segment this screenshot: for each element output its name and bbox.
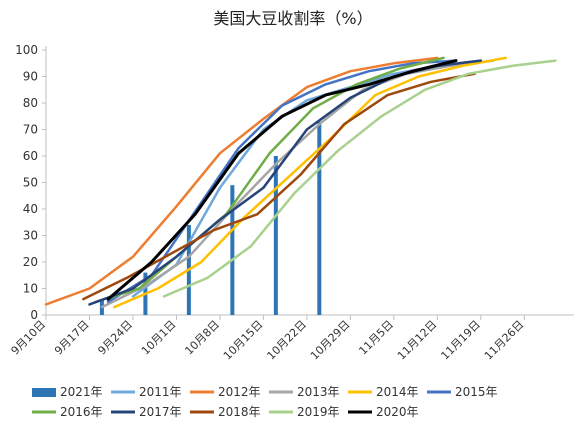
x-tick-label: 10月1日 [139,318,179,358]
legend-label: 2019年 [297,405,340,419]
x-tick-label: 10月29日 [308,318,353,363]
series-line-2017 [88,59,483,306]
bar-2021 [273,156,278,315]
chart-title: 美国大豆收割率（%） [213,9,372,28]
x-tick-label: 10月15日 [221,318,266,363]
y-tick-label: 30 [23,229,38,243]
legend-label: 2017年 [139,405,182,419]
y-tick-label: 60 [23,149,38,163]
x-tick-label: 9月10日 [9,318,49,358]
series-line-2016 [94,56,445,304]
legend-label: 2014年 [376,385,419,399]
series-line-2011 [131,59,483,298]
bar-2021 [230,185,235,315]
legend-label: 2020年 [376,405,419,419]
y-tick-label: 50 [23,176,38,190]
series-line-2019 [162,59,557,298]
y-tick-label: 70 [23,123,38,137]
x-tick-label: 9月24日 [95,318,135,358]
y-tick-label: 0 [30,308,38,322]
series-line-2015 [106,59,458,304]
y-tick-label: 10 [23,282,38,296]
y-tick-label: 80 [23,96,38,110]
x-tick-label: 10月22日 [264,318,309,363]
series-line-2012 [44,56,439,306]
legend-label: 2015年 [455,385,498,399]
legend-label: 2012年 [218,385,261,399]
bar-2021 [317,121,322,315]
y-tick-label: 40 [23,202,38,216]
x-tick-label: 11月5日 [356,318,396,358]
legend-label: 2013年 [297,385,340,399]
series-line-2014 [113,56,507,309]
line-series [44,56,557,309]
x-tick-label: 11月26日 [482,318,527,363]
y-tick-label: 90 [23,70,38,84]
legend: 2021年 2011年 2012年 2013年 2014年 2015年 2016年 2017年… [32,385,498,419]
y-tick-label: 100 [15,43,38,57]
legend-label: 2016年 [60,405,103,419]
legend-swatch [32,388,56,397]
y-tick-label: 20 [23,255,38,269]
legend-label: 2018年 [218,405,261,419]
x-tick-label: 10月8日 [182,318,222,358]
x-tick-label: 11月19日 [438,318,483,363]
x-tick-label: 11月12日 [395,318,440,363]
series-line-2020 [106,59,458,301]
legend-label: 2011年 [139,385,182,399]
x-tick-label: 9月17日 [52,318,92,358]
legend-label: 2021年 [60,385,103,399]
